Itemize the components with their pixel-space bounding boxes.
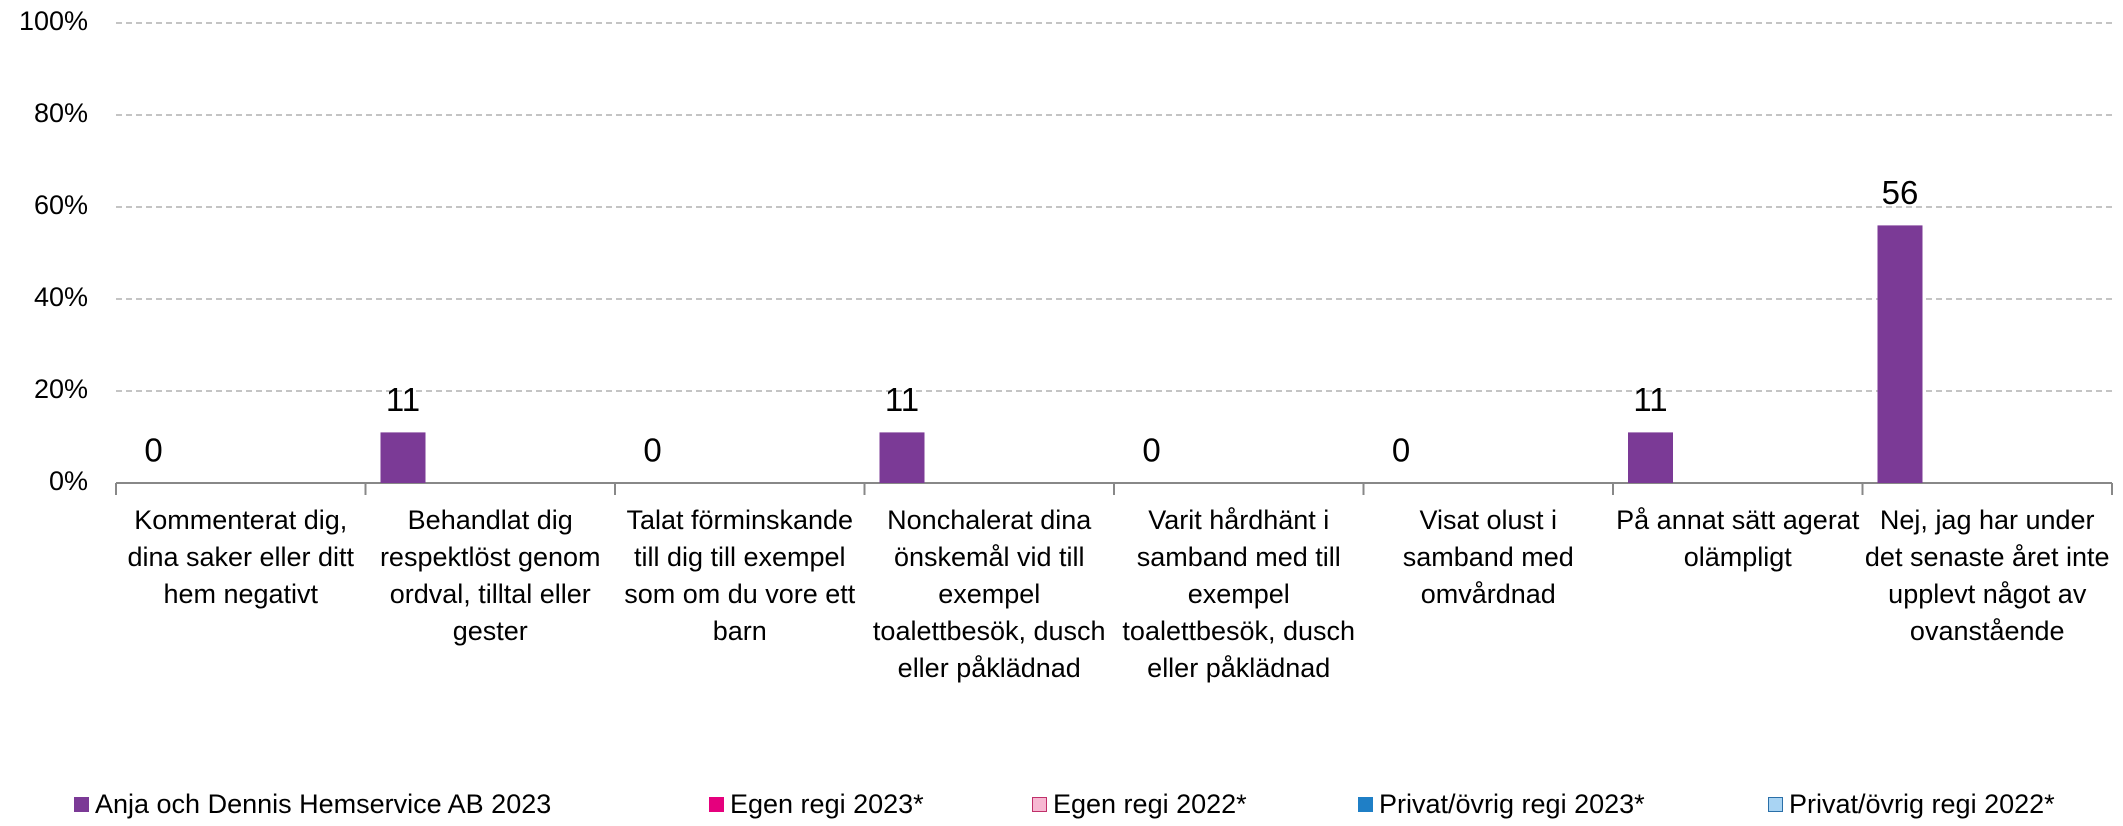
x-tick-label: Nonchalerat dina önskemål vid till exemp… (872, 505, 1106, 683)
value-label: 0 (144, 432, 162, 469)
bar (1628, 432, 1673, 483)
value-label: 0 (1142, 432, 1160, 469)
legend-item: Anja och Dennis Hemservice AB 2023 (74, 789, 551, 820)
legend-swatch (1032, 797, 1047, 812)
legend-swatch (74, 797, 89, 812)
y-tick-label: 60% (34, 190, 88, 220)
legend-item: Privat/övrig regi 2022* (1768, 789, 2055, 820)
y-tick-label: 0% (49, 466, 88, 496)
value-label: 0 (1392, 432, 1410, 469)
legend-item: Egen regi 2023* (709, 789, 924, 820)
value-label: 0 (643, 432, 661, 469)
legend-label: Anja och Dennis Hemservice AB 2023 (95, 789, 552, 819)
legend-label: Egen regi 2023* (730, 789, 924, 819)
bar (380, 432, 426, 483)
value-label: 11 (885, 381, 919, 418)
value-label: 11 (386, 381, 420, 418)
x-tick-label: Nej, jag har under det senaste året inte… (1864, 505, 2110, 646)
x-tick-label: Kommenterat dig, dina saker eller ditt h… (127, 505, 355, 609)
x-tick-label: Visat olust i samband med omvårdnad (1402, 505, 1574, 609)
legend-label: Privat/övrig regi 2022* (1789, 789, 2055, 819)
value-label: 11 (1633, 381, 1667, 418)
legend-swatch (1358, 797, 1373, 812)
legend-swatch (709, 797, 724, 812)
x-tick-label: Talat förminskande till dig till exempel… (624, 505, 856, 646)
legend-label: Privat/övrig regi 2023* (1379, 789, 1645, 819)
legend-item: Privat/övrig regi 2023* (1358, 789, 1645, 820)
y-tick-label: 80% (34, 98, 88, 128)
value-label: 56 (1882, 174, 1919, 211)
y-tick-label: 40% (34, 282, 88, 312)
legend-item: Egen regi 2022* (1032, 789, 1247, 820)
x-tick-label: Behandlat dig respektlöst genom ordval, … (379, 505, 601, 646)
x-tick-label: På annat sätt agerat olämpligt (1616, 505, 1860, 572)
bar (879, 432, 925, 483)
legend-swatch (1768, 797, 1783, 812)
legend-label: Egen regi 2022* (1053, 789, 1247, 819)
x-tick-label: Varit hårdhänt i samband med till exempe… (1122, 505, 1356, 683)
y-tick-label: 100% (19, 6, 88, 36)
y-tick-label: 20% (34, 374, 88, 404)
bar (1877, 225, 1923, 483)
